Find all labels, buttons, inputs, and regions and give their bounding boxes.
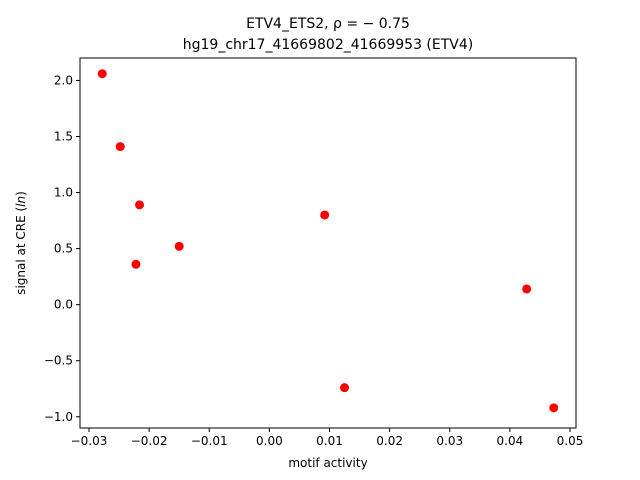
y-axis-label: signal at CRE (ln) [14, 191, 28, 295]
y-tick-label: 0.5 [54, 242, 73, 256]
data-point [340, 383, 350, 393]
x-tick-label: 0.05 [557, 434, 584, 448]
y-tick-label: 1.0 [54, 186, 73, 200]
y-tick-label: 0.0 [54, 298, 73, 312]
x-axis-label: motif activity [288, 456, 367, 470]
plot-area-frame [79, 57, 577, 429]
x-tick-label: −0.01 [191, 434, 228, 448]
x-tick-label: 0.00 [256, 434, 283, 448]
x-tick-label: −0.02 [131, 434, 168, 448]
data-point [522, 284, 532, 294]
y-axis-ticks: −1.0 −0.5 0.0 0.5 1.0 1.5 2.0 [44, 73, 80, 424]
chart-title-line1: ETV4_ETS2, ρ = − 0.75 [246, 16, 410, 32]
data-point [115, 142, 125, 152]
x-tick-label: −0.03 [71, 434, 108, 448]
data-point [549, 403, 559, 413]
x-tick-label: 0.02 [376, 434, 403, 448]
x-axis-ticks: −0.03 −0.02 −0.01 0.00 0.01 0.02 0.03 0.04 0.05 [71, 428, 584, 448]
y-tick-label: −0.5 [44, 354, 73, 368]
data-point [97, 69, 107, 79]
data-point [174, 241, 184, 251]
y-axis-label-suffix: ) [14, 191, 28, 196]
x-tick-label: 0.01 [316, 434, 343, 448]
y-tick-label: −1.0 [44, 410, 73, 424]
chart-title-line2: hg19_chr17_41669802_41669953 (ETV4) [183, 37, 474, 53]
y-axis-label-unit: ln [14, 196, 28, 207]
data-points [97, 69, 559, 413]
data-point [320, 210, 330, 220]
y-tick-label: 1.5 [54, 129, 73, 143]
data-point [131, 259, 141, 269]
x-tick-label: 0.04 [497, 434, 524, 448]
y-tick-label: 2.0 [54, 73, 73, 87]
x-tick-label: 0.03 [436, 434, 463, 448]
y-axis-label-prefix: signal at CRE ( [14, 207, 28, 295]
data-point [135, 200, 145, 210]
